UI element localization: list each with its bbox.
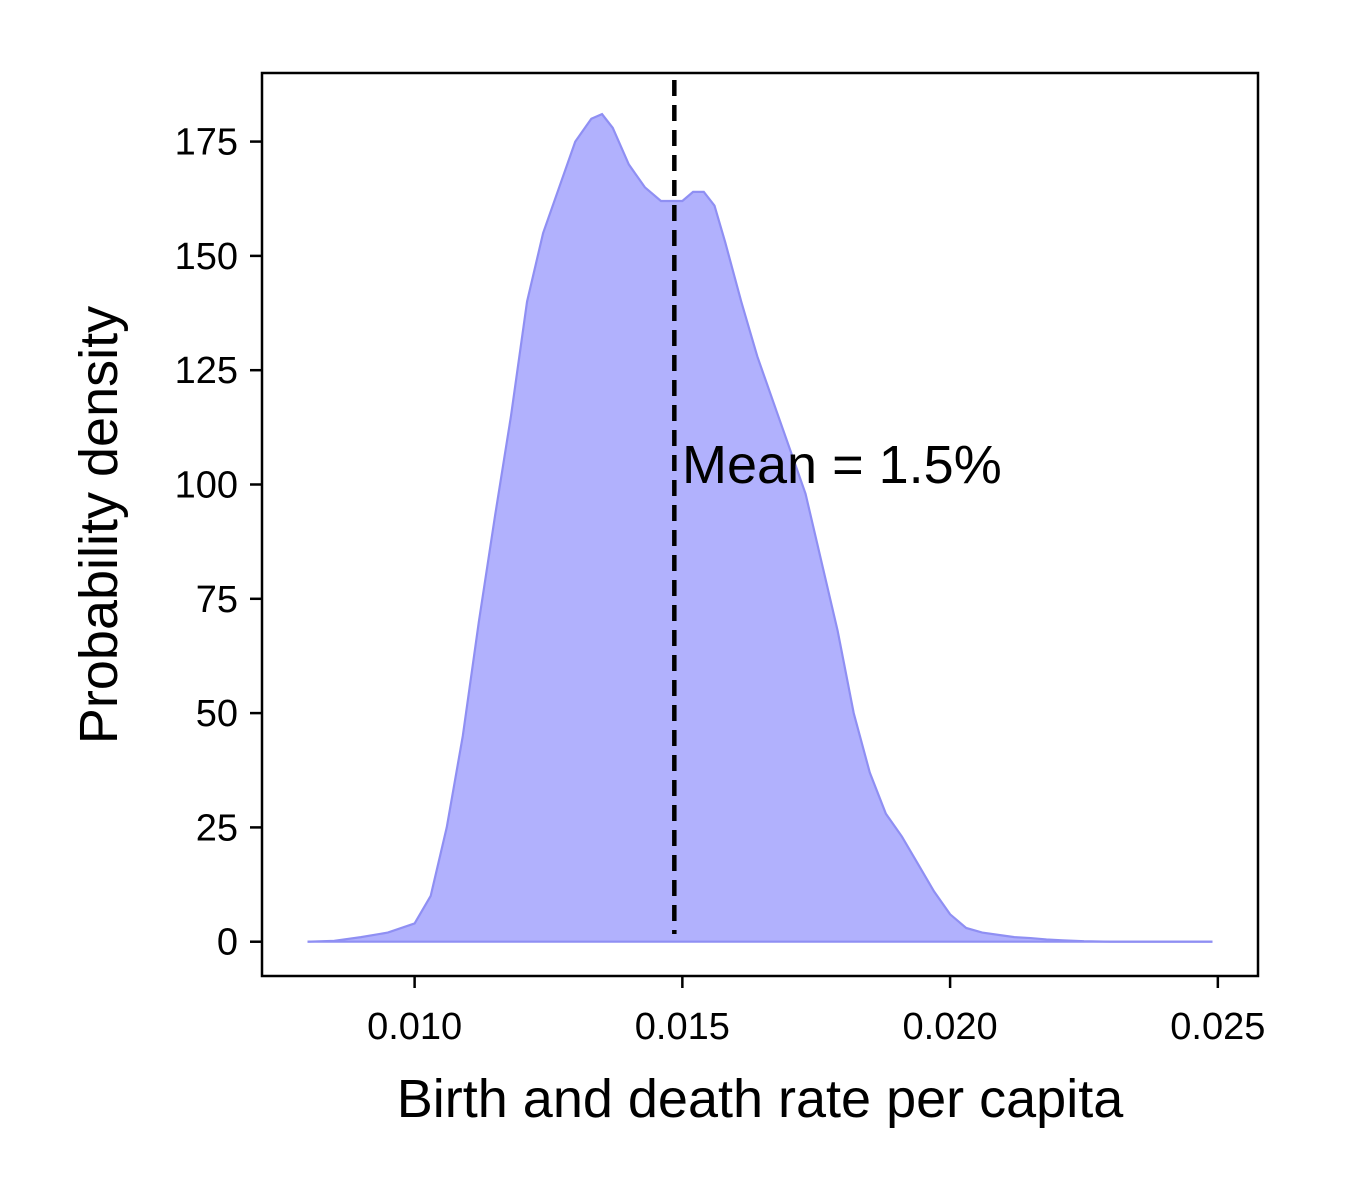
density-area: [307, 114, 1213, 942]
y-tick-label: 50: [196, 693, 238, 735]
y-tick-label: 0: [217, 922, 238, 964]
x-axis-label: Birth and death rate per capita: [397, 1069, 1124, 1129]
y-tick-label: 25: [196, 807, 238, 849]
y-tick-label: 75: [196, 579, 238, 621]
x-tick-label: 0.015: [635, 1006, 730, 1048]
x-tick-label: 0.020: [903, 1006, 998, 1048]
y-axis-label: Probability density: [69, 306, 129, 744]
plot-area: [307, 80, 1213, 943]
x-axis: 0.010 0.015 0.020 0.025: [367, 976, 1265, 1048]
y-tick-label: 175: [175, 122, 238, 164]
y-tick-label: 100: [175, 464, 238, 506]
y-tick-label: 125: [175, 350, 238, 392]
density-curve: [307, 112, 1213, 943]
y-axis: 0 25 50 75 100 125 150 175: [175, 122, 262, 964]
x-tick-label: 0.010: [367, 1006, 462, 1048]
y-tick-label: 150: [175, 236, 238, 278]
mean-annotation: Mean = 1.5%: [682, 435, 1002, 495]
axes-frame: [260, 71, 1260, 978]
x-tick-label: 0.025: [1170, 1006, 1265, 1048]
